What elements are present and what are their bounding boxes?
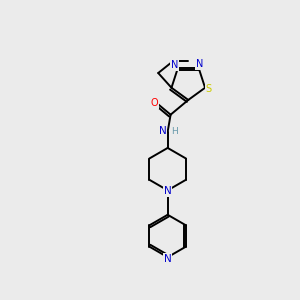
Text: H: H bbox=[171, 127, 178, 136]
Text: O: O bbox=[150, 98, 158, 108]
Text: N: N bbox=[164, 254, 172, 264]
Text: N: N bbox=[164, 186, 172, 196]
Text: N: N bbox=[159, 126, 167, 136]
Text: S: S bbox=[206, 84, 212, 94]
Text: N: N bbox=[196, 59, 203, 70]
Text: N: N bbox=[171, 60, 178, 70]
